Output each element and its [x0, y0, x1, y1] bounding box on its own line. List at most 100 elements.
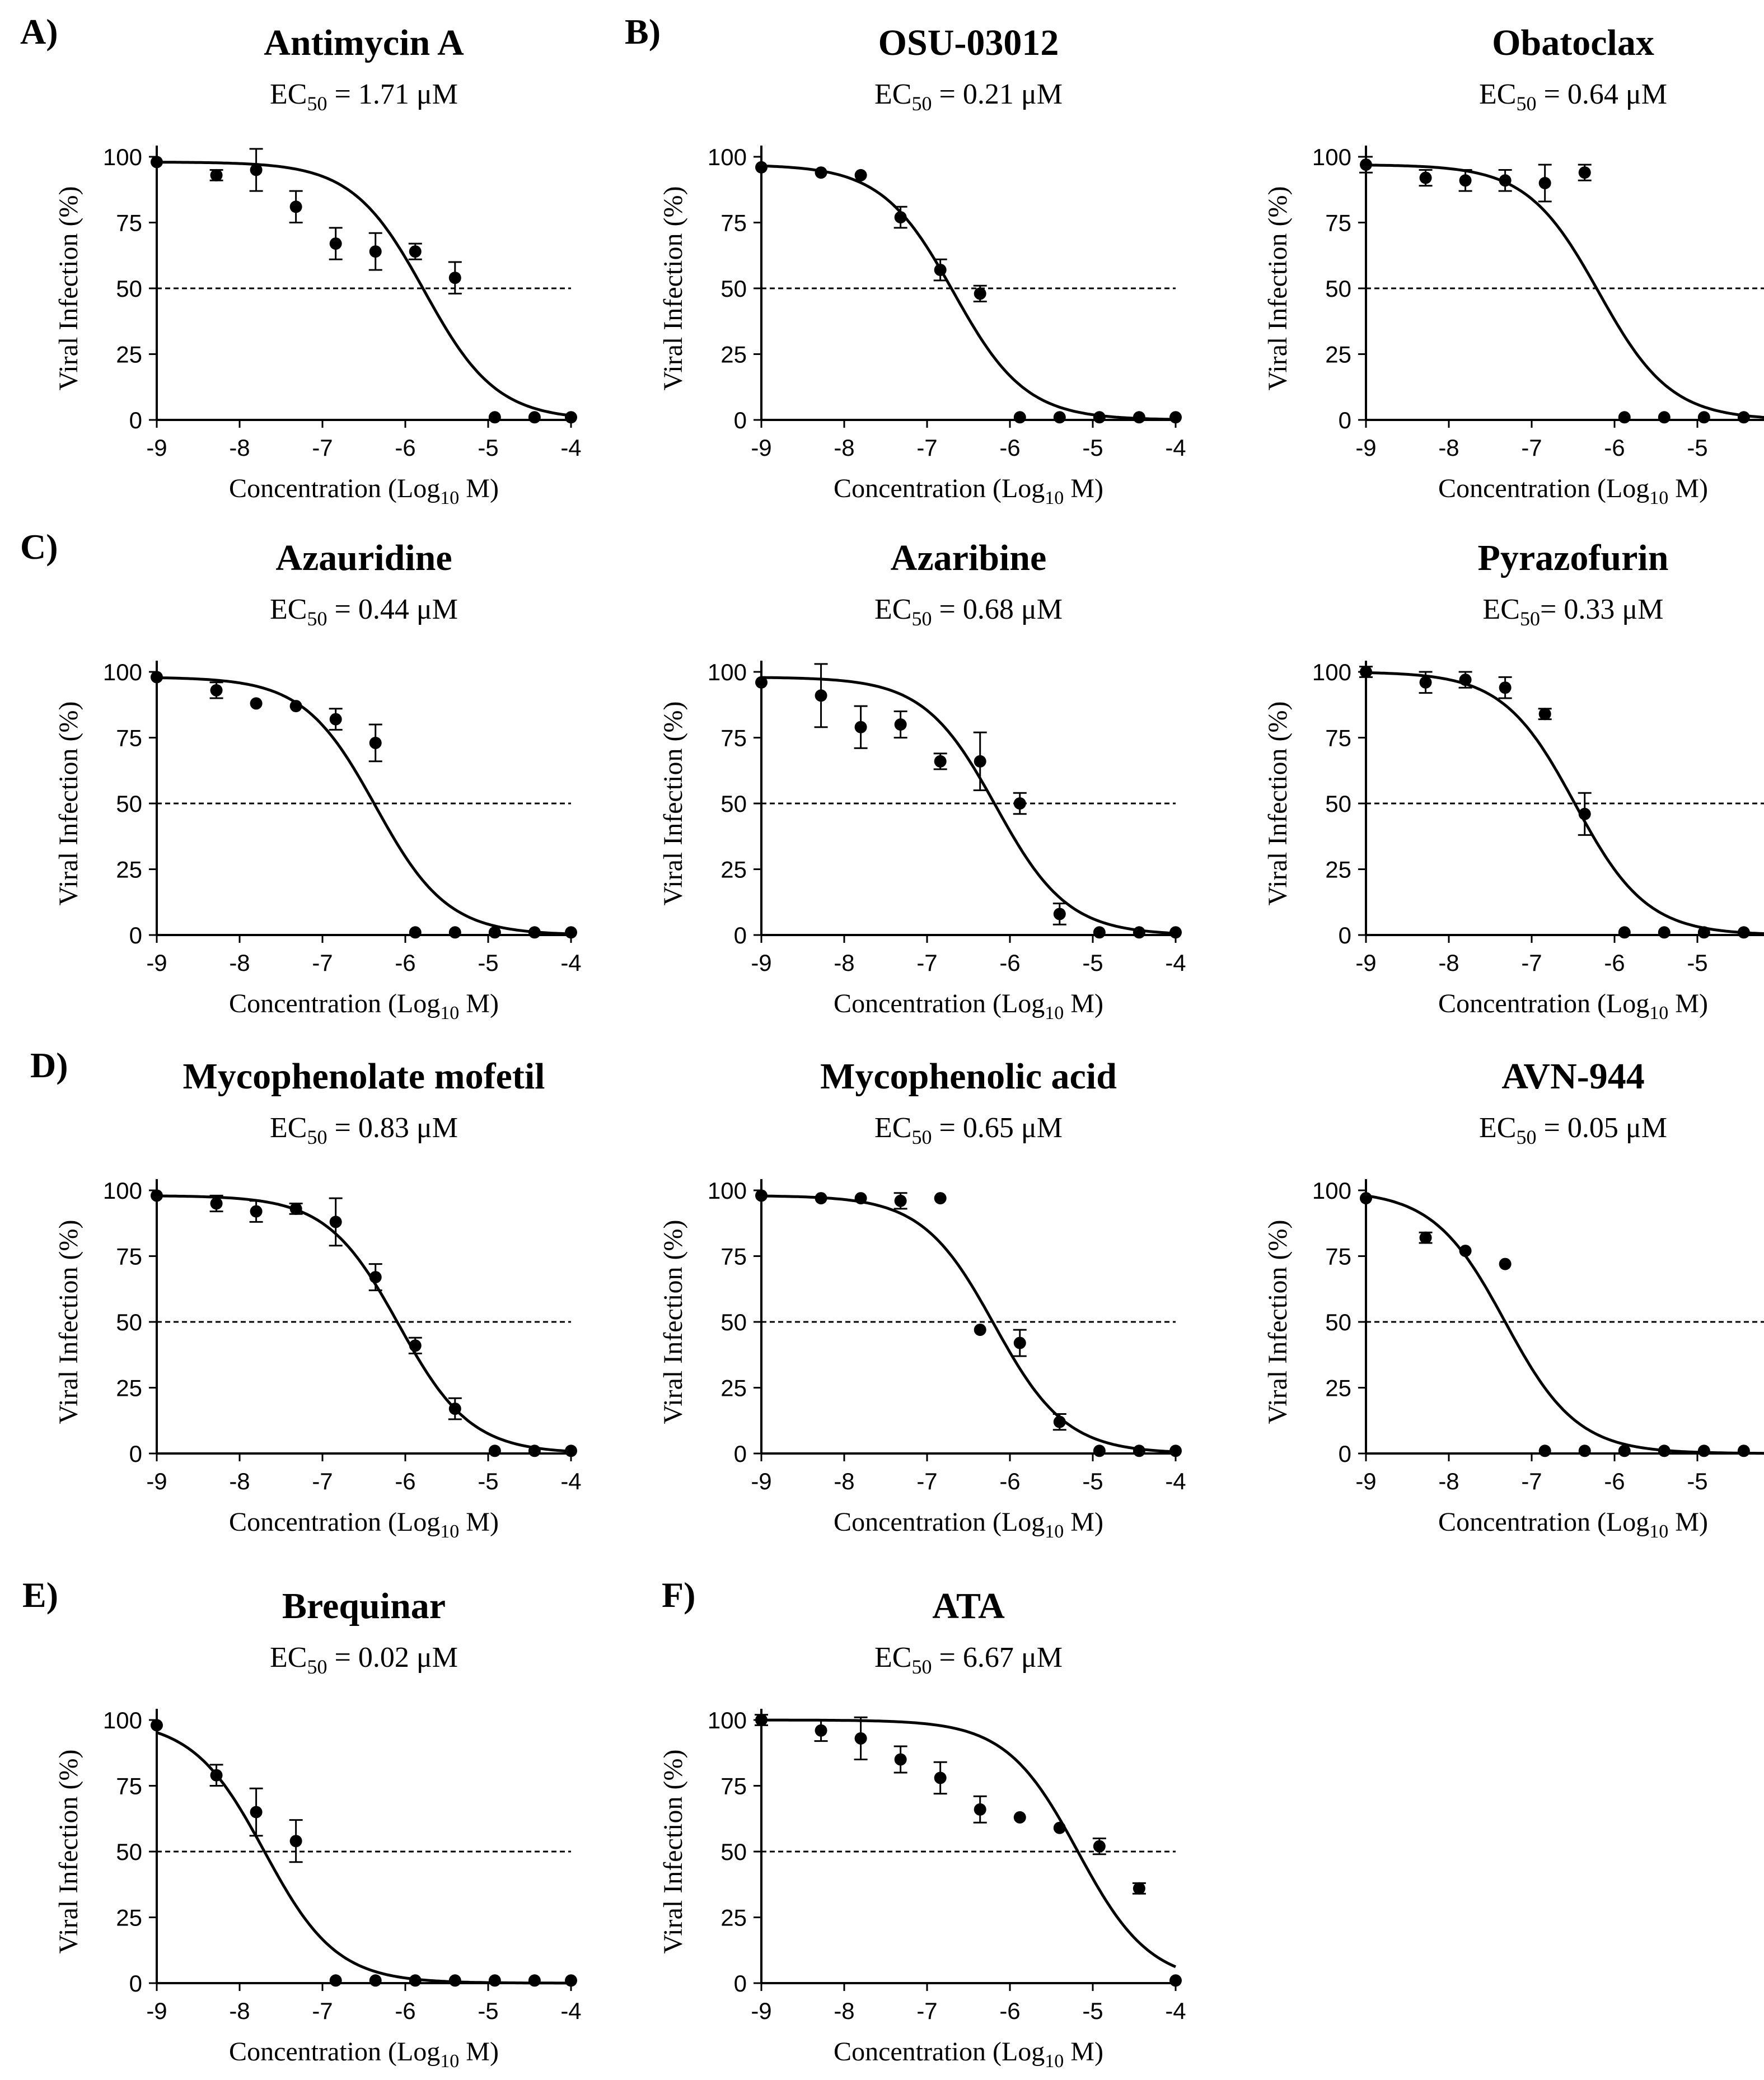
chart-mycophenolate-mofetil: Mycophenolate mofetil EC50 = 0.83 μM 0 25 50…: [34, 1039, 627, 1543]
data-point: [755, 1714, 768, 1726]
chart-svg: Azauridine EC50 = 0.44 μM 0 25 50 75 100 -9 -8 -7…: [54, 537, 582, 1023]
x-tick-label: -8: [229, 1468, 250, 1494]
x-tick-label: -9: [751, 1998, 771, 2024]
x-tick-label: -6: [1604, 950, 1625, 976]
data-point: [1538, 1445, 1551, 1457]
fit-curve: [761, 164, 1176, 421]
data-point: [1013, 1811, 1026, 1824]
x-tick-label: -9: [146, 434, 167, 461]
x-tick-label: -6: [999, 950, 1020, 976]
x-tick-label: -7: [1521, 950, 1542, 976]
data-point: [409, 926, 422, 939]
data-point: [755, 676, 768, 689]
x-tick-label: -7: [916, 1468, 937, 1494]
data-point: [815, 1724, 827, 1737]
y-axis-label: Viral Infection (%): [54, 186, 83, 391]
x-tick-label: -6: [395, 950, 415, 976]
data-point: [1618, 1445, 1631, 1457]
x-tick-label: -7: [312, 1998, 333, 2024]
fit-curve: [157, 161, 572, 417]
y-tick-label: 0: [129, 1441, 142, 1467]
data-point: [854, 721, 867, 733]
data-point: [565, 1445, 577, 1457]
data-point: [1618, 926, 1631, 939]
data-point: [151, 156, 163, 169]
y-tick-label: 100: [708, 1707, 747, 1733]
data-point: [151, 1189, 163, 1202]
y-tick-label: 50: [720, 791, 747, 817]
ec50-label: EC50= 0.33 μM: [1483, 593, 1664, 630]
y-tick-label: 75: [116, 1244, 142, 1270]
data-point: [1133, 1882, 1145, 1895]
y-tick-label: 25: [116, 1905, 142, 1931]
data-point: [448, 272, 461, 284]
data-point: [974, 1803, 986, 1816]
chart-title: Antimycin A: [264, 22, 464, 63]
x-tick-label: -9: [751, 1468, 771, 1494]
data-point: [1360, 158, 1372, 171]
data-point: [488, 1974, 501, 1987]
x-tick-label: -4: [1165, 434, 1186, 461]
data-point: [250, 697, 263, 710]
data-point: [1169, 926, 1182, 939]
data-point: [815, 166, 827, 179]
y-tick-label: 0: [734, 922, 747, 948]
y-axis-label: Viral Infection (%): [658, 702, 688, 906]
data-point: [1360, 1192, 1372, 1205]
data-point: [1578, 807, 1591, 820]
data-point: [1053, 1821, 1066, 1834]
x-tick-label: -6: [1604, 434, 1625, 461]
data-point: [528, 411, 541, 424]
x-tick-label: -6: [999, 434, 1020, 461]
data-point: [210, 1197, 223, 1210]
x-tick-label: -8: [1438, 950, 1459, 976]
y-tick-label: 75: [116, 725, 142, 751]
chart-svg: Antimycin A EC50 = 1.71 μM 0 25 50 75 100 -9 -8 -…: [54, 22, 582, 508]
data-point: [894, 211, 907, 224]
y-tick-label: 75: [720, 1773, 747, 1799]
x-tick-label: -4: [1165, 1468, 1186, 1494]
data-point: [369, 1271, 382, 1284]
y-tick-label: 100: [103, 1177, 142, 1204]
x-tick-label: -5: [1082, 1998, 1103, 2024]
fit-curve: [157, 1194, 572, 1453]
chart-svg: Obatoclax EC50 = 0.64 μM 0 25 50 75 100 -9 -8 -7 -…: [1263, 22, 1764, 508]
x-tick-label: -5: [1687, 1468, 1707, 1494]
y-tick-label: 75: [116, 1773, 142, 1799]
data-point: [409, 1974, 422, 1987]
data-point: [289, 1835, 302, 1848]
data-point: [409, 245, 422, 258]
y-tick-label: 25: [116, 342, 142, 368]
data-point: [1459, 1245, 1472, 1258]
y-axis-label: Viral Infection (%): [658, 186, 688, 391]
data-point: [1697, 1445, 1710, 1457]
data-point: [1169, 1445, 1182, 1457]
y-axis-label: Viral Infection (%): [54, 702, 83, 906]
chart-azaribine: Azaribine EC50 = 0.68 μM 0 25 50 75 100 -9 -8 -7 -…: [638, 521, 1232, 1025]
y-axis-label: Viral Infection (%): [1263, 702, 1293, 906]
chart-svg: ATA EC50 = 6.67 μM 0 25 50 75 100 -9 -8 -7 -6 -5 -4 V…: [658, 1586, 1186, 2072]
x-tick-label: -7: [312, 1468, 333, 1494]
data-point: [329, 1974, 342, 1987]
data-point: [934, 1771, 947, 1784]
x-tick-label: -5: [1082, 434, 1103, 461]
x-axis-label: Concentration (Log10 M): [229, 2037, 499, 2072]
y-axis-label: Viral Infection (%): [658, 1220, 688, 1424]
y-tick-label: 0: [1339, 922, 1351, 948]
y-tick-label: 100: [1312, 659, 1351, 685]
x-tick-label: -8: [229, 1998, 250, 2024]
y-tick-label: 50: [1325, 275, 1351, 302]
x-tick-label: -5: [1687, 950, 1707, 976]
y-tick-label: 75: [1325, 725, 1351, 751]
x-axis-label: Concentration (Log10 M): [1438, 989, 1708, 1023]
y-tick-label: 0: [129, 1970, 142, 1997]
y-tick-label: 50: [720, 275, 747, 302]
y-tick-label: 50: [116, 275, 142, 302]
y-tick-label: 0: [129, 407, 142, 433]
data-point: [1169, 411, 1182, 424]
y-tick-label: 25: [720, 1375, 747, 1401]
x-tick-label: -4: [1165, 950, 1186, 976]
x-tick-label: -9: [1355, 950, 1376, 976]
y-tick-label: 50: [720, 1309, 747, 1335]
y-tick-label: 0: [734, 1970, 747, 1997]
